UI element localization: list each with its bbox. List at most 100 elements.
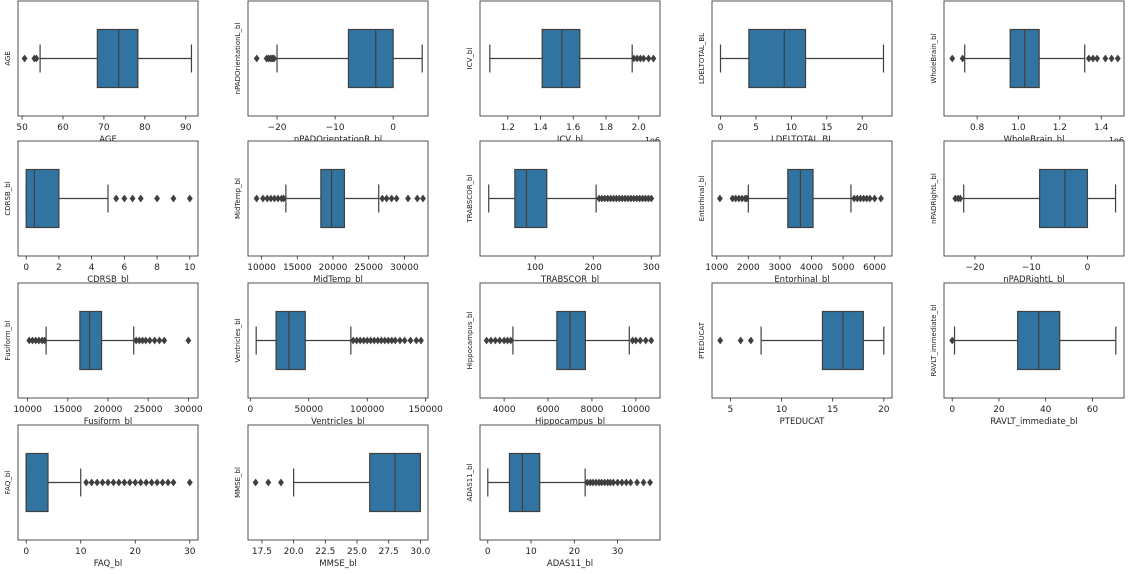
outlier-point [614,478,621,487]
outlier-point [632,336,639,345]
x-tick-label: 4000 [493,405,516,415]
x-axis-label: Entorhinal_bl [774,275,829,285]
outlier-point [186,194,193,203]
outlier-point [110,478,117,487]
outlier-point [647,478,653,487]
outlier-point [159,478,166,487]
outlier-point [121,194,128,203]
outlier-point [148,478,155,487]
boxplot-panel: 0 10 20 30 FAQ_bl FAQ_bl [4,424,199,569]
iqr-box [556,310,586,371]
outlier-point [1085,54,1092,63]
x-tick-label: 80 [139,123,151,133]
outlier-point [383,194,390,203]
x-tick-label: 15 [827,405,838,415]
x-tick-label: 10000 [247,263,276,273]
boxplot-panel: −20 −10 0 nPADOrientationR_bl nPADOrientatio… [234,0,429,145]
y-axis-label: RAVLT_immediate_bl [930,304,938,376]
x-tick-label: 25.0 [347,547,367,557]
y-axis-label: Fusiform_bl [4,321,12,361]
x-tick-label: 15000 [283,263,312,273]
x-tick-label: 20000 [319,263,348,273]
x-tick-label: 0 [485,547,491,557]
x-tick-label: 200 [585,263,602,273]
x-tick-label: 150000 [408,405,443,415]
x-tick-label: 1.4 [533,123,548,133]
outlier-point [405,194,411,203]
y-axis-label: PTEDUCAT [698,321,706,359]
outlier-point [866,194,873,203]
outlier-point [94,478,101,487]
x-tick-label: 60 [1087,405,1099,415]
outlier-point [747,336,754,345]
x-axis-label: AGE [99,135,117,145]
x-tick-label: 1.0 [1011,123,1026,133]
x-tick-label: 40 [1040,405,1052,415]
outlier-point [161,336,168,345]
x-tick-label: 10 [776,405,788,415]
outlier-point [650,54,657,63]
x-tick-label: 6 [121,263,127,273]
outlier-point [88,478,95,487]
outlier-point [137,194,144,203]
x-tick-label: 10 [75,547,87,557]
iqr-box [748,28,807,89]
outlier-point [115,478,122,487]
outlier-point [642,336,649,345]
x-tick-label: 10000 [13,405,42,415]
boxplot-panel: 0 2 4 6 8 10 CDRSB_bl CDRSB_bl [4,140,199,285]
outlier-point [492,336,499,345]
outlier-point [418,336,424,345]
outlier-point [871,194,878,203]
y-axis-label: CDRSB_bl [4,181,12,215]
x-tick-label: 30.0 [410,547,430,557]
boxplot-panel: 0 10 20 30 ADAS11_bl ADAS11_bl [466,424,661,569]
outlier-point [186,478,193,487]
outlier-point [41,336,48,345]
x-tick-label: 25000 [134,405,163,415]
outlier-point [957,194,964,203]
x-tick-label: 0 [718,123,724,133]
x-tick-label: 10 [184,263,196,273]
boxplot-panel: 4000 6000 8000 10000 Hippocampus_bl Hippocamp… [466,282,661,427]
x-tick-label: 20 [857,123,869,133]
x-tick-label: 30 [612,547,624,557]
outlier-point [271,54,278,63]
iqr-box [25,452,49,513]
x-tick-label: 0 [23,547,29,557]
x-axis-label: RAVLT_immediate_bl [990,417,1077,427]
x-tick-label: 1.8 [599,123,614,133]
x-tick-label: 6000 [537,405,560,415]
iqr-box [541,28,581,89]
x-tick-label: 2.0 [632,123,647,133]
outlier-point [627,478,634,487]
outlier-point [949,336,956,345]
outlier-point [146,336,153,345]
outlier-point [154,194,161,203]
x-tick-label: 25000 [354,263,383,273]
x-axis-label: MMSE_bl [319,559,356,569]
x-tick-label: 50000 [294,405,323,415]
x-tick-label: 5 [728,405,734,415]
y-axis-label: TRABSCOR_bl [466,174,474,223]
y-axis-label: MMSE_bl [234,467,242,498]
outlier-point [280,194,287,203]
x-tick-label: 2 [56,263,62,273]
outlier-point [1090,54,1096,63]
outlier-point [156,336,163,345]
outlier-point [640,54,647,63]
outlier-point [645,54,652,63]
boxplot-panel: 17.5 20.0 22.5 25.0 27.5 30.0 MMSE_bl MMSE_bl [234,424,431,569]
outlier-point [388,194,395,203]
outlier-point [610,478,617,487]
outlier-point [170,194,177,203]
outlier-point [1102,54,1109,63]
boxplot-panel: 10000 15000 20000 25000 30000 MidTemp_bl MidTe… [234,140,429,285]
outlier-point [407,336,414,345]
y-axis-label: Entorhinal_bl [698,176,706,222]
x-axis-label: WholeBrain_bl [1004,135,1065,145]
outlier-point [253,54,260,63]
x-tick-label: 0 [390,123,396,133]
